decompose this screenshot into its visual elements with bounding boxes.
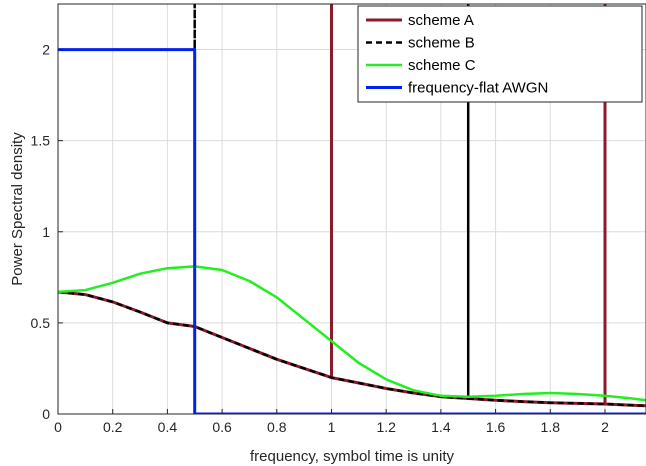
x-tick-label-4: 0.8 [267, 419, 287, 435]
y-tick-label-1: 0.5 [31, 315, 51, 331]
x-tick-label-6: 1.2 [376, 419, 396, 435]
series-line-scheme-b [58, 4, 646, 408]
series-line-frequency-flat-awgn [58, 48, 646, 414]
x-axis-label: frequency, symbol time is unity [250, 448, 454, 465]
x-tick-label-7: 1.4 [431, 419, 451, 435]
x-tick-label-1: 0.2 [103, 419, 123, 435]
legend-label-frequency-flat-awgn: frequency-flat AWGN [408, 80, 548, 97]
legend-label-scheme-a: scheme A [408, 12, 474, 29]
x-tick-label-9: 1.8 [541, 419, 561, 435]
series-lines [58, 4, 646, 414]
legend-label-scheme-b: scheme B [408, 35, 475, 52]
x-tick-label-10: 2 [601, 419, 609, 435]
x-tick-label-3: 0.6 [212, 419, 232, 435]
y-tick-label-3: 1.5 [31, 133, 51, 149]
y-tick-label-4: 2 [42, 42, 50, 58]
legend-label-scheme-c: scheme C [408, 57, 476, 74]
x-tick-label-5: 1 [328, 419, 336, 435]
legend: scheme A scheme B scheme C frequency-flat A… [357, 5, 643, 103]
series-line-scheme-c [58, 265, 646, 402]
y-tick-label-0: 0 [42, 406, 50, 422]
legend-box [357, 5, 643, 103]
x-tick-label-2: 0.4 [158, 419, 178, 435]
y-tick-label-2: 1 [42, 224, 50, 240]
x-tick-label-8: 1.6 [486, 419, 506, 435]
x-tick-label-0: 0 [54, 419, 62, 435]
axis-ticks: 0 0.2 0.4 0.6 0.8 1 1.2 1.4 1.6 1.8 2 0 0.5 1 1.5 2 [31, 42, 610, 435]
plot-area-border [57, 3, 646, 415]
y-axis-label: Power Spectral density [9, 132, 26, 286]
